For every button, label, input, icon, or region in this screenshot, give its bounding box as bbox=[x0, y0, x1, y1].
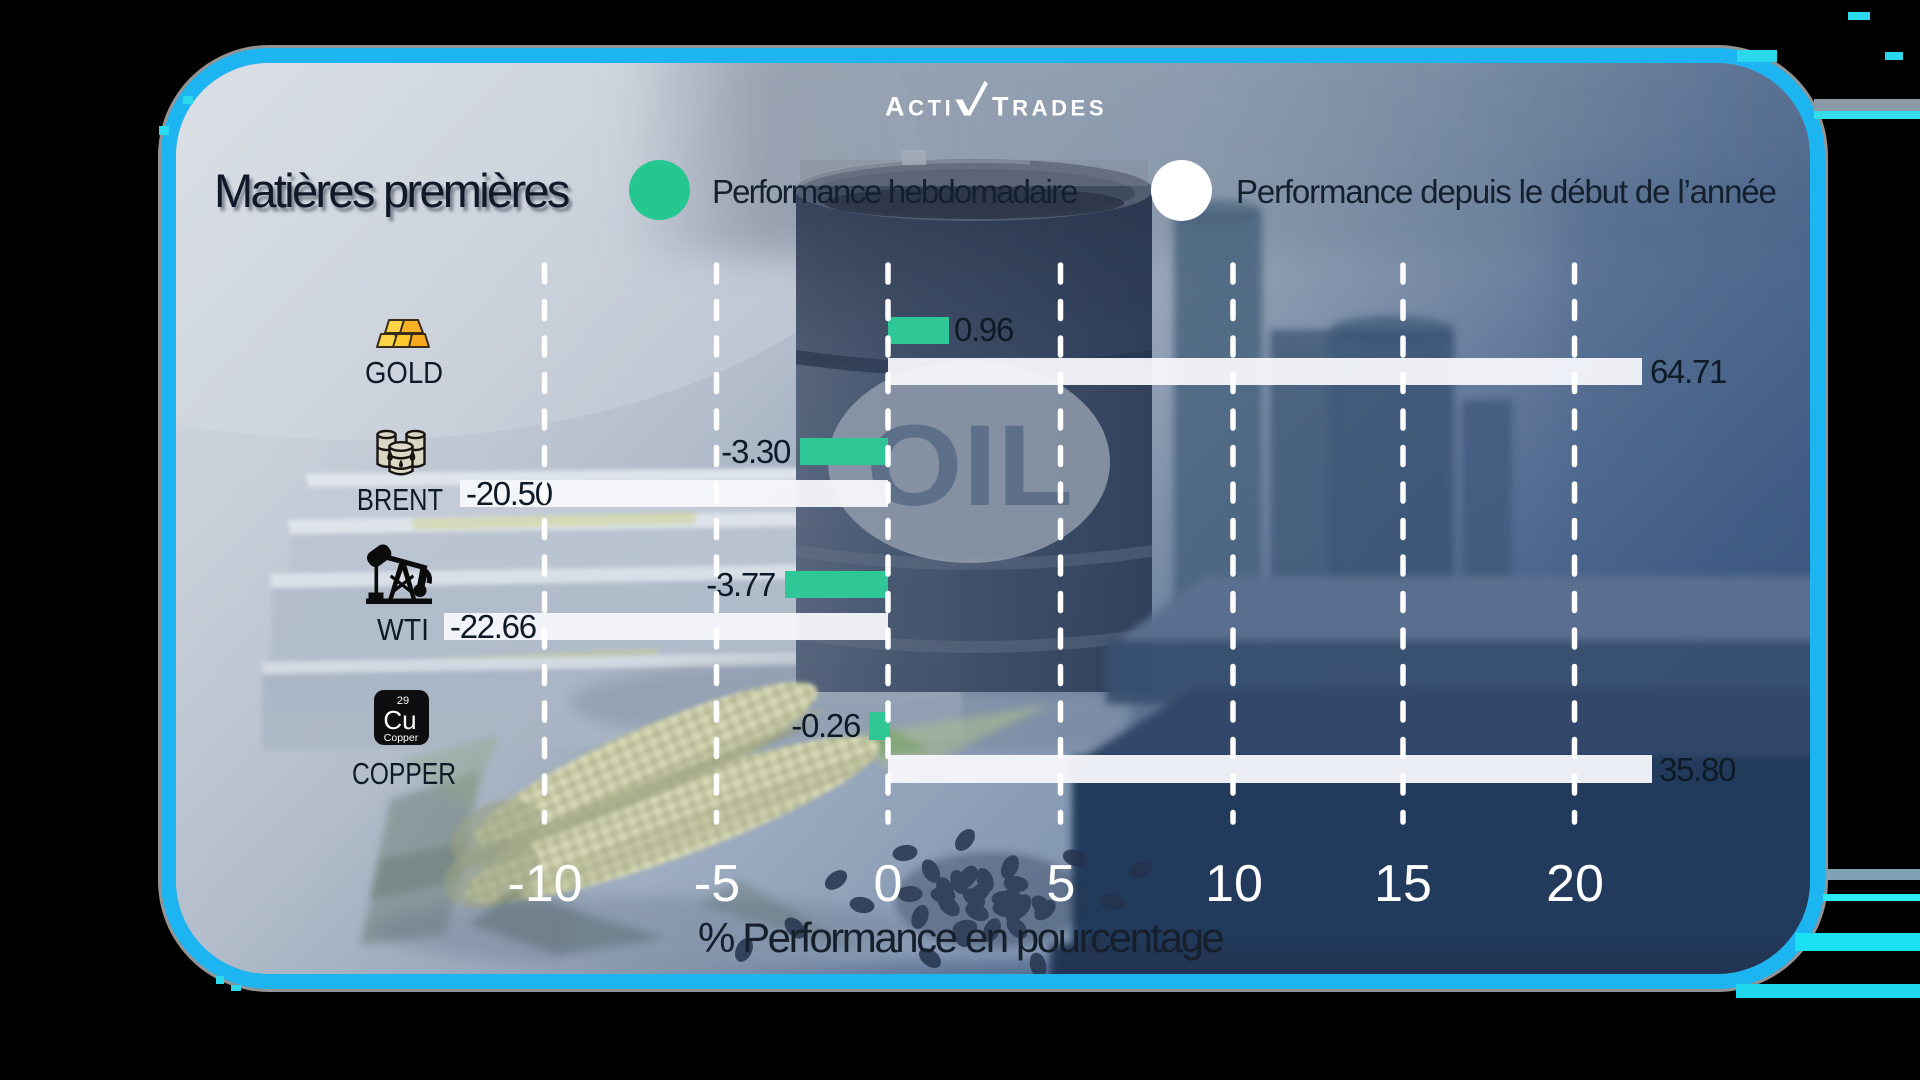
svg-text:OIL: OIL bbox=[866, 402, 1073, 530]
